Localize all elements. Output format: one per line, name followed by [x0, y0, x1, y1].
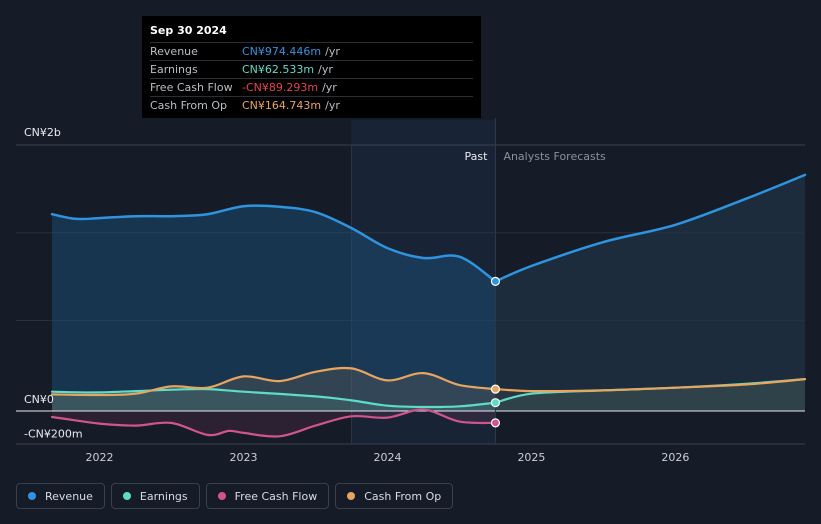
- legend: Revenue Earnings Free Cash Flow Cash Fro…: [16, 483, 454, 509]
- x-tick-label: 2026: [661, 451, 689, 464]
- free-cash-flow-line: [50, 408, 497, 438]
- cash-from-op-dot-icon: [347, 492, 356, 500]
- legend-item-revenue[interactable]: Revenue: [16, 483, 105, 509]
- tooltip-date: Sep 30 2024: [150, 24, 227, 37]
- tooltip-unit: /yr: [325, 45, 340, 58]
- x-tick-label: 2023: [229, 451, 257, 464]
- legend-label: Revenue: [45, 489, 93, 503]
- legend-item-cash-from-op[interactable]: Cash From Op: [335, 483, 454, 509]
- revenue-dot-icon: [28, 492, 36, 500]
- revenue-marker: [490, 276, 501, 286]
- tooltip-label: Free Cash Flow: [150, 81, 233, 94]
- legend-label: Cash From Op: [364, 489, 442, 503]
- cash-from-op-forecast-area: [495, 379, 805, 411]
- tooltip-label: Earnings: [150, 63, 198, 76]
- cash-from-op-line: [50, 366, 497, 397]
- legend-label: Free Cash Flow: [234, 489, 318, 503]
- tooltip-value: -CN¥89.293m: [242, 81, 319, 94]
- x-tick-label: 2025: [517, 451, 545, 464]
- legend-item-free-cash-flow[interactable]: Free Cash Flow: [205, 483, 330, 509]
- earnings-dot-icon: [122, 492, 131, 500]
- tooltip-row-revenue: Revenue CN¥974.446m /yr: [150, 42, 473, 60]
- tooltip-label: Cash From Op: [150, 99, 228, 112]
- x-tick-label: 2022: [86, 451, 114, 464]
- revenue-line: [50, 204, 497, 283]
- y-tick-label: CN¥2b: [24, 126, 61, 139]
- tooltip: Sep 30 2024 Revenue CN¥974.446m /yr Earn…: [142, 16, 481, 118]
- forecast-label: Analysts Forecasts: [503, 150, 606, 163]
- earnings-marker: [490, 398, 501, 408]
- free-cash-flow-dot-icon: [217, 492, 226, 500]
- cash-from-op-marker: [490, 384, 501, 394]
- revenue-forecast-area: [495, 174, 805, 411]
- tooltip-unit: /yr: [322, 81, 337, 94]
- tooltip-row-free-cash-flow: Free Cash Flow -CN¥89.293m /yr: [150, 78, 473, 96]
- revenue-area: [52, 205, 496, 411]
- revenue-forecast-line: [494, 173, 807, 283]
- legend-item-earnings[interactable]: Earnings: [110, 483, 200, 509]
- tooltip-label: Revenue: [150, 45, 198, 58]
- tooltip-value: CN¥62.533m: [242, 63, 315, 76]
- x-tick-label: 2024: [373, 451, 401, 464]
- tooltip-row-earnings: Earnings CN¥62.533m /yr: [150, 60, 473, 78]
- tooltip-unit: /yr: [318, 63, 333, 76]
- past-label: Past: [465, 150, 489, 163]
- tooltip-unit: /yr: [325, 99, 340, 112]
- earnings-forecast-area: [495, 379, 805, 411]
- free-cash-flow-marker: [490, 418, 501, 428]
- y-tick-label: -CN¥200m: [24, 428, 83, 441]
- tooltip-row-cash-from-op: Cash From Op CN¥164.743m /yr: [150, 96, 473, 114]
- cash-from-op-area: [52, 368, 496, 411]
- y-tick-label: CN¥0: [24, 393, 54, 406]
- tooltip-value: CN¥974.446m: [242, 45, 322, 58]
- cash-from-op-forecast-line: [494, 378, 807, 393]
- tooltip-value: CN¥164.743m: [242, 99, 322, 112]
- free-cash-flow-area: [52, 409, 496, 437]
- legend-label: Earnings: [139, 489, 188, 503]
